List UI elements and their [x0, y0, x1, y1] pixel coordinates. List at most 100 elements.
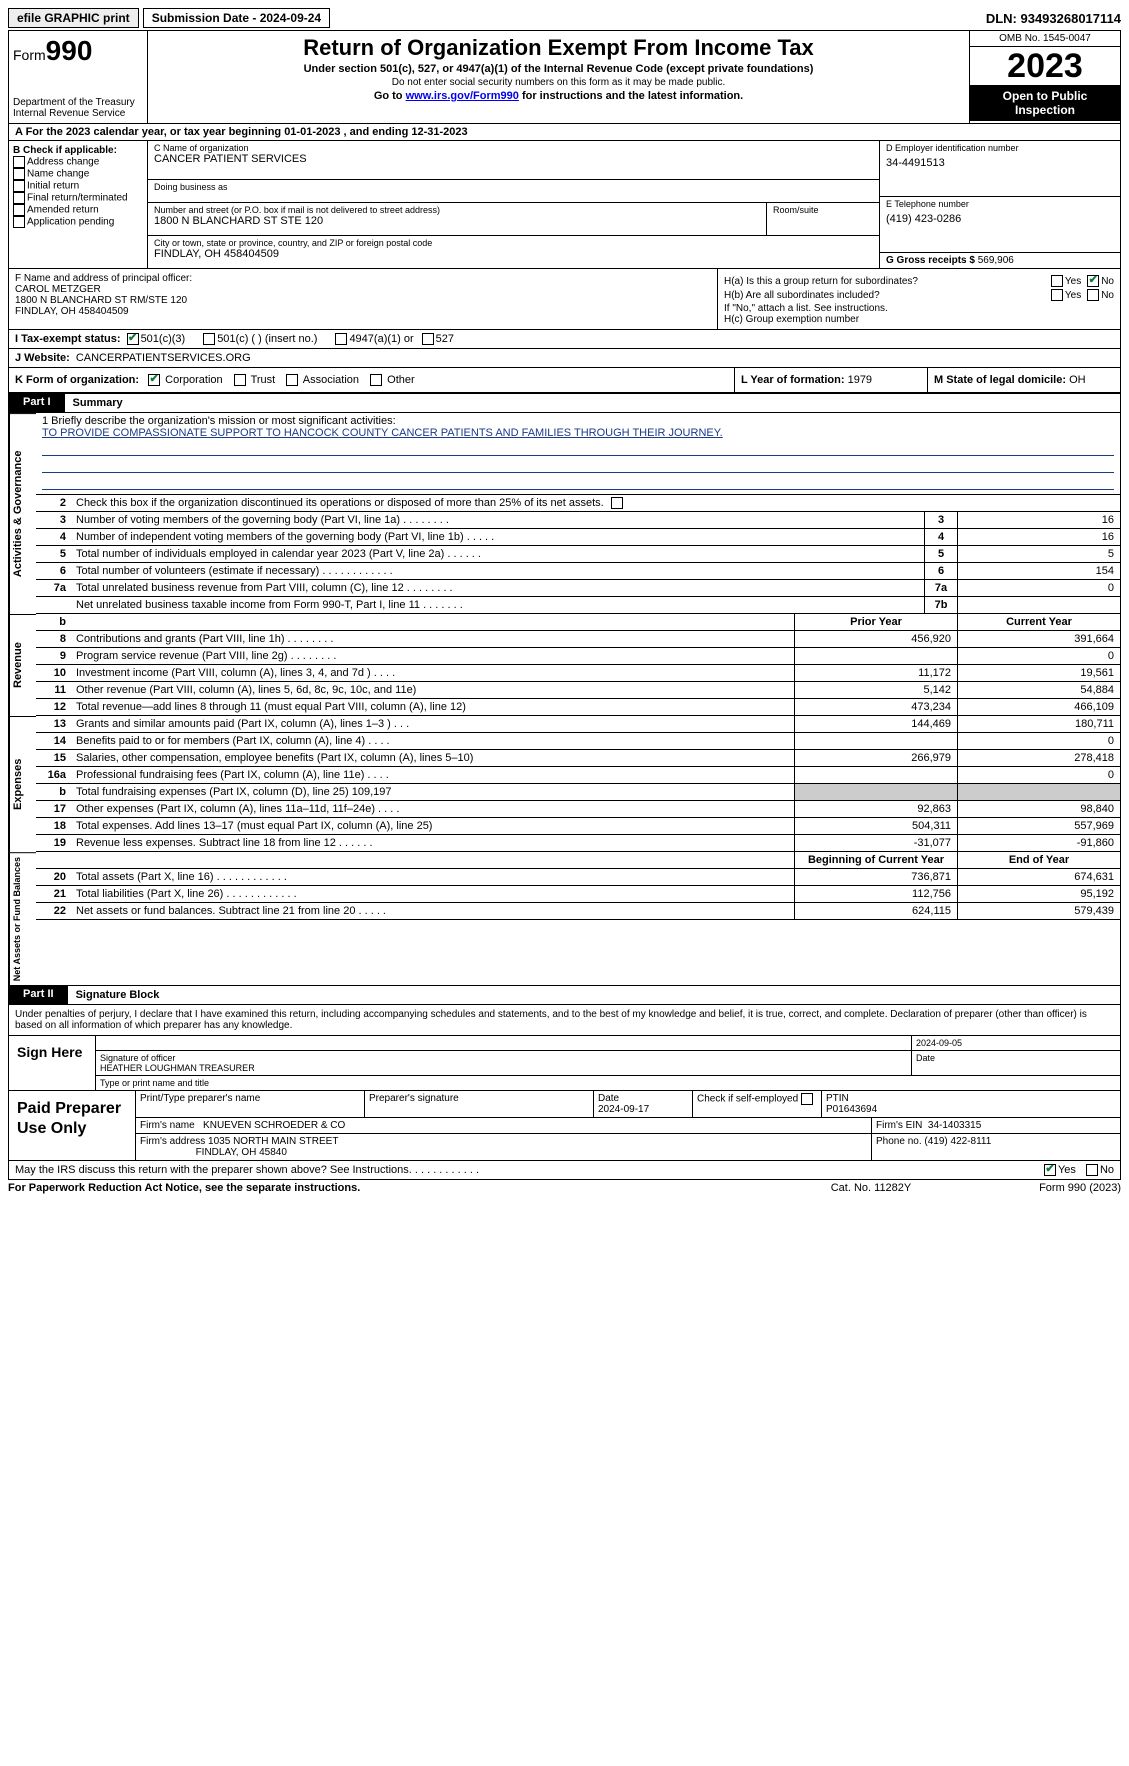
summary-row: Net unrelated business taxable income fr…: [36, 597, 1120, 614]
chk-527[interactable]: [422, 333, 434, 345]
chk-501c3[interactable]: [127, 333, 139, 345]
sign-here-label: Sign Here: [9, 1036, 96, 1090]
summary-row: 19 Revenue less expenses. Subtract line …: [36, 835, 1120, 852]
paid-preparer-label: Paid Preparer Use Only: [9, 1091, 136, 1160]
form-subtitle-2: Do not enter social security numbers on …: [152, 77, 965, 88]
submission-date: Submission Date - 2024-09-24: [143, 8, 330, 28]
col-b-header: B Check if applicable:: [13, 145, 143, 156]
tax-year: 2023: [970, 47, 1120, 85]
chk-discontinued[interactable]: [611, 497, 623, 509]
website-link[interactable]: CANCERPATIENTSERVICES.ORG: [76, 352, 251, 364]
row-i-label: I Tax-exempt status:: [15, 333, 121, 345]
chk-initial-return[interactable]: [13, 180, 25, 192]
summary-row: 11 Other revenue (Part VIII, column (A),…: [36, 682, 1120, 699]
hb-label: H(b) Are all subordinates included?: [724, 290, 1051, 301]
open-inspection: Open to Public Inspection: [970, 85, 1120, 121]
chk-ha-yes[interactable]: [1051, 275, 1063, 287]
summary-row: 8 Contributions and grants (Part VIII, l…: [36, 631, 1120, 648]
chk-self-employed[interactable]: [801, 1093, 813, 1105]
officer-signature: HEATHER LOUGHMAN TREASURER: [100, 1063, 907, 1073]
chk-corp[interactable]: [148, 374, 160, 386]
officer-label: F Name and address of principal officer:: [15, 273, 711, 284]
summary-row: 5 Total number of individuals employed i…: [36, 546, 1120, 563]
form-header: Form990 Department of the Treasury Inter…: [9, 31, 1120, 124]
city-state-zip: FINDLAY, OH 458404509: [154, 248, 873, 260]
summary-row: 4 Number of independent voting members o…: [36, 529, 1120, 546]
summary-row: 17 Other expenses (Part IX, column (A), …: [36, 801, 1120, 818]
chk-final-return[interactable]: [13, 192, 25, 204]
chk-name-change[interactable]: [13, 168, 25, 180]
form-label: Form: [13, 47, 46, 63]
prior-year-hdr: Prior Year: [794, 614, 957, 630]
part-1-header: Part I Summary: [9, 393, 1120, 413]
chk-amended-return[interactable]: [13, 204, 25, 216]
mission-text: TO PROVIDE COMPASSIONATE SUPPORT TO HANC…: [42, 427, 1114, 439]
summary-row: 18 Total expenses. Add lines 13–17 (must…: [36, 818, 1120, 835]
chk-hb-no[interactable]: [1087, 289, 1099, 301]
current-year-hdr: Current Year: [957, 614, 1120, 630]
chk-other[interactable]: [370, 374, 382, 386]
summary-row: 10 Investment income (Part VIII, column …: [36, 665, 1120, 682]
form-number: 990: [46, 35, 93, 66]
summary-row: 6 Total number of volunteers (estimate i…: [36, 563, 1120, 580]
org-name-label: C Name of organization: [154, 143, 873, 153]
summary-row: b Total fundraising expenses (Part IX, c…: [36, 784, 1120, 801]
row-2-text: Check this box if the organization disco…: [72, 495, 1120, 511]
dba-label: Doing business as: [148, 180, 879, 203]
chk-hb-yes[interactable]: [1051, 289, 1063, 301]
irs-link[interactable]: www.irs.gov/Form990: [406, 90, 519, 102]
firm-ein: 34-1403315: [928, 1120, 981, 1131]
chk-address-change[interactable]: [13, 156, 25, 168]
footer-right: Form 990 (2023): [971, 1182, 1121, 1194]
hb-note: If "No," attach a list. See instructions…: [724, 303, 1114, 314]
phone-label: E Telephone number: [886, 199, 1114, 209]
begin-year-hdr: Beginning of Current Year: [794, 852, 957, 868]
chk-app-pending[interactable]: [13, 216, 25, 228]
row-m-label: M State of legal domicile:: [934, 374, 1066, 386]
top-bar: efile GRAPHIC print Submission Date - 20…: [8, 8, 1121, 28]
city-label: City or town, state or province, country…: [154, 238, 873, 248]
summary-row: 15 Salaries, other compensation, employe…: [36, 750, 1120, 767]
vtab-governance: Activities & Governance: [9, 413, 36, 614]
chk-trust[interactable]: [234, 374, 246, 386]
footer-left: For Paperwork Reduction Act Notice, see …: [8, 1182, 771, 1194]
form-subtitle-1: Under section 501(c), 527, or 4947(a)(1)…: [152, 63, 965, 75]
row-l-label: L Year of formation:: [741, 374, 845, 386]
summary-row: 14 Benefits paid to or for members (Part…: [36, 733, 1120, 750]
firm-phone: (419) 422-8111: [924, 1136, 991, 1147]
gross-receipts-value: 569,906: [978, 255, 1014, 266]
footer-mid: Cat. No. 11282Y: [771, 1182, 971, 1194]
sign-date-label: Date: [912, 1051, 1120, 1075]
phone-value: (419) 423-0286: [886, 213, 1114, 225]
col-b-checkboxes: B Check if applicable: Address change Na…: [9, 141, 148, 268]
street-address: 1800 N BLANCHARD ST STE 120: [154, 215, 760, 227]
signature-declaration: Under penalties of perjury, I declare th…: [9, 1005, 1120, 1036]
sign-date: 2024-09-05: [912, 1036, 1120, 1050]
row-j-label: J Website:: [15, 352, 70, 364]
chk-4947[interactable]: [335, 333, 347, 345]
addr-label: Number and street (or P.O. box if mail i…: [154, 205, 760, 215]
chk-ha-no[interactable]: [1087, 275, 1099, 287]
state-domicile: OH: [1069, 374, 1086, 386]
chk-discuss-no[interactable]: [1086, 1164, 1098, 1176]
row-a-tax-year: A For the 2023 calendar year, or tax yea…: [9, 124, 1120, 141]
ein-label: D Employer identification number: [886, 143, 1114, 153]
gross-receipts-label: G Gross receipts $: [886, 255, 975, 266]
end-year-hdr: End of Year: [957, 852, 1120, 868]
summary-row: 3 Number of voting members of the govern…: [36, 512, 1120, 529]
goto-pre: Go to: [374, 90, 406, 102]
efile-button[interactable]: efile GRAPHIC print: [8, 8, 139, 28]
chk-discuss-yes[interactable]: [1044, 1164, 1056, 1176]
summary-row: 22 Net assets or fund balances. Subtract…: [36, 903, 1120, 920]
firm-name: KNUEVEN SCHROEDER & CO: [203, 1120, 345, 1131]
chk-501c[interactable]: [203, 333, 215, 345]
chk-assoc[interactable]: [286, 374, 298, 386]
row-k-label: K Form of organization:: [15, 374, 139, 386]
ptin: P01643694: [826, 1104, 877, 1115]
officer-addr1: 1800 N BLANCHARD ST RM/STE 120: [15, 295, 711, 306]
omb-number: OMB No. 1545-0047: [970, 31, 1120, 47]
mission-label: 1 Briefly describe the organization's mi…: [42, 415, 1114, 427]
type-name-label: Type or print name and title: [96, 1076, 1120, 1090]
hc-label: H(c) Group exemption number: [724, 314, 1114, 325]
dept-label: Department of the Treasury Internal Reve…: [13, 97, 143, 119]
